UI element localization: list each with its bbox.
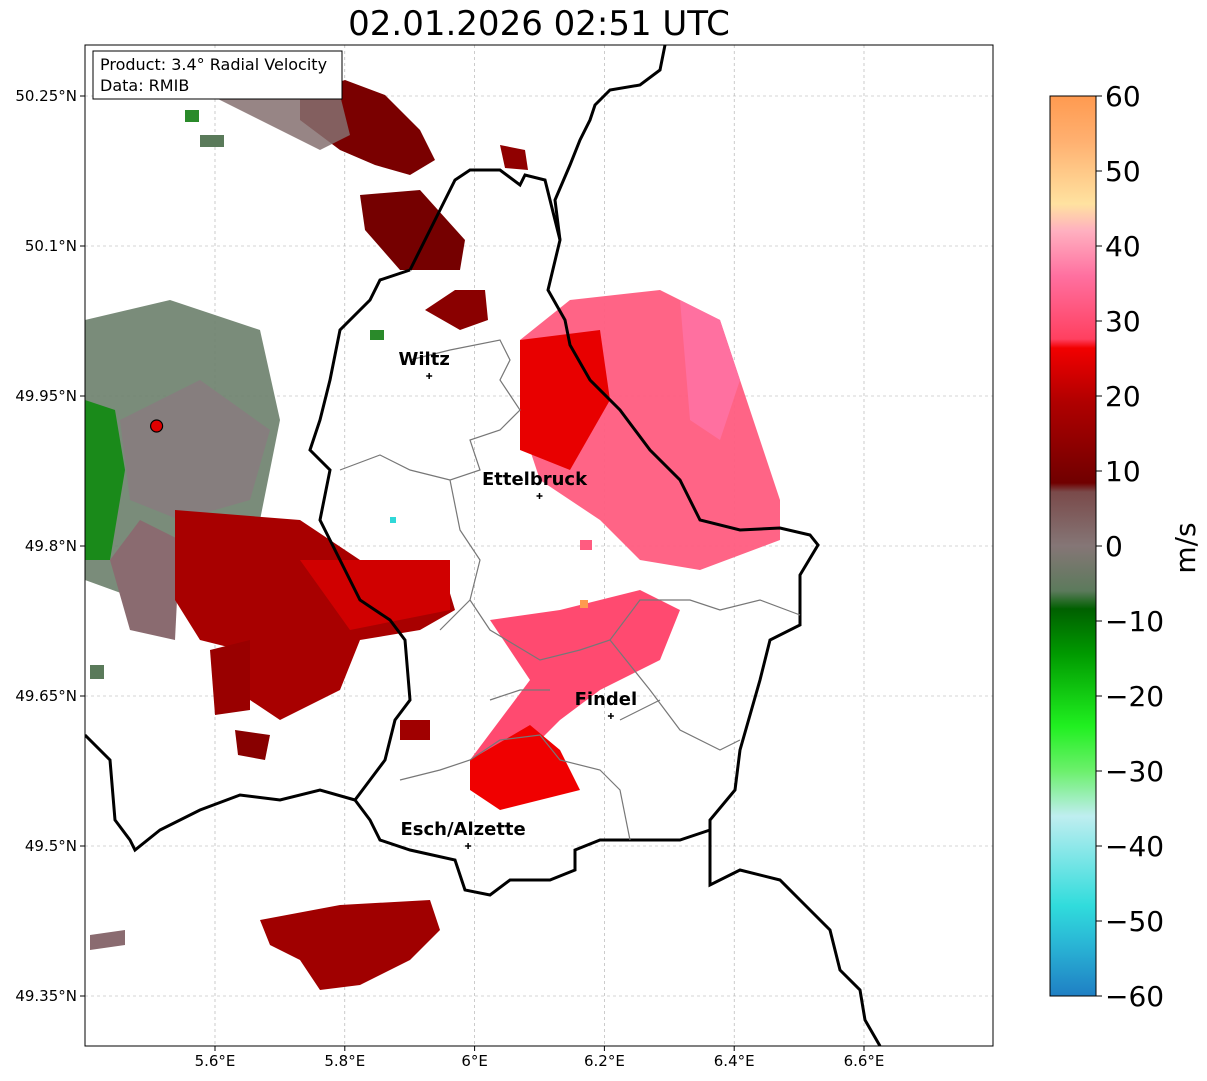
colorbar-tick-labels: 60 50 40 30 20 10 0 −10 −20 −30 −40 −50 −60 [1096,80,1164,1013]
lon-tick-label: 5.6°E [195,1052,236,1070]
lat-tick-label: 50.25°N [15,87,77,105]
longitude-tick-labels: 5.6°E 5.8°E 6°E 6.2°E 6.4°E 6.6°E [195,1046,885,1070]
colorbar-tick-label: 50 [1105,155,1141,188]
colorbar-tick-label: −20 [1105,680,1164,713]
city-label: Findel [575,689,638,710]
lat-tick-label: 49.5°N [25,837,77,855]
city-wiltz: Wiltz [399,349,450,379]
colorbar-tick-label: 20 [1105,380,1141,413]
lon-tick-label: 6.4°E [714,1052,755,1070]
city-markers: Wiltz Ettelbruck Findel Esch/Alzette [399,349,638,849]
data-source-label: Data: RMIB [100,76,189,95]
colorbar-tick-label: 30 [1105,305,1141,338]
latitude-tick-labels: 50.25°N 50.1°N 49.95°N 49.8°N 49.65°N 49.5°N 4… [15,87,85,1005]
colorbar: 60 50 40 30 20 10 0 −10 −20 −30 −40 −50 −60 m/s [1049,80,1202,1013]
colorbar-tick-label: −40 [1105,830,1164,863]
colorbar-tick-label: 10 [1105,455,1141,488]
lon-tick-label: 6.6°E [844,1052,885,1070]
map-title: 02.01.2026 02:51 UTC [348,4,730,44]
city-esch-alzette: Esch/Alzette [400,819,526,849]
colorbar-tick-label: −10 [1105,605,1164,638]
city-label: Ettelbruck [482,469,588,490]
country-borders [85,45,882,1046]
lat-tick-label: 49.65°N [15,687,77,705]
product-label: Product: 3.4° Radial Velocity [100,55,327,74]
lat-tick-label: 50.1°N [25,237,77,255]
colorbar-tick-label: 0 [1105,530,1123,563]
colorbar-tick-label: −30 [1105,755,1164,788]
product-infobox: Product: 3.4° Radial Velocity Data: RMIB [92,50,343,100]
colorbar-tick-label: −60 [1105,980,1164,1013]
colorbar-tick-label: 60 [1105,80,1141,113]
city-label: Esch/Alzette [400,819,525,840]
lon-tick-label: 6°E [461,1052,488,1070]
lat-tick-label: 49.8°N [25,537,77,555]
city-findel: Findel [575,689,638,719]
lon-tick-label: 5.8°E [324,1052,365,1070]
lat-tick-label: 49.35°N [15,987,77,1005]
radar-site-marker [149,419,164,433]
colorbar-tick-label: 40 [1105,230,1141,263]
radar-dot [149,419,164,433]
colorbar-unit-label: m/s [1169,522,1202,573]
city-ettelbruck: Ettelbruck [482,469,588,499]
lat-tick-label: 49.95°N [15,387,77,405]
radar-echoes [85,80,780,990]
colorbar-gradient [1049,95,1097,997]
lon-tick-label: 6.2°E [584,1052,625,1070]
city-label: Wiltz [399,349,450,370]
colorbar-tick-label: −50 [1105,905,1164,938]
